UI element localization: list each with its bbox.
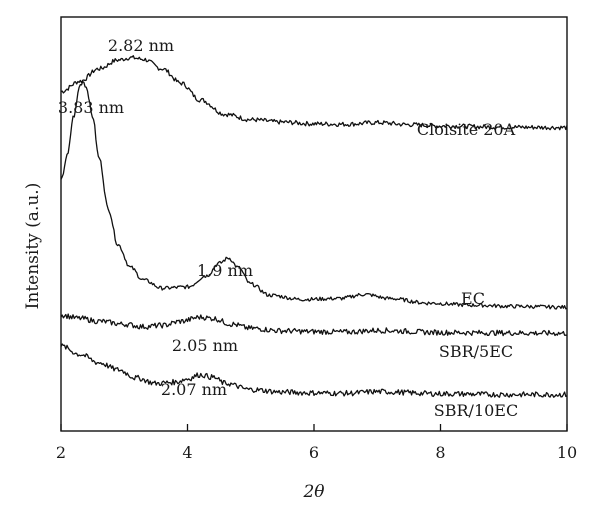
x-axis-ticks — [60, 424, 568, 431]
trace-ec — [60, 80, 568, 310]
x-axis-label: 2θ — [302, 482, 324, 502]
x-tick-label: 2 — [56, 443, 66, 462]
series-label-sbr5ec: SBR/5EC — [439, 342, 513, 361]
series-label-sbr10ec: SBR/10EC — [434, 401, 518, 420]
x-tick-label: 8 — [435, 443, 445, 462]
y-axis-label: Intensity (a.u.) — [23, 183, 43, 310]
plot-frame — [60, 16, 568, 432]
peak-label-sbr5ec: 2.05 nm — [172, 336, 238, 355]
series-label-ec: EC — [461, 289, 485, 308]
x-tick-label: 4 — [182, 443, 192, 462]
peak-label-ec-first: 3.83 nm — [58, 98, 124, 117]
trace-cloisite-20a — [60, 55, 568, 131]
trace-sbr-10ec — [60, 343, 568, 398]
series-traces — [60, 55, 568, 398]
x-axis-tick-labels: 2 4 6 8 10 — [56, 443, 577, 462]
peak-label-ec-second: 1.9 nm — [197, 261, 253, 280]
peak-label-cloisite: 2.82 nm — [108, 36, 174, 55]
peak-label-sbr10ec: 2.07 nm — [161, 380, 227, 399]
series-label-cloisite: Cloisite 20A — [417, 120, 516, 139]
x-tick-label: 6 — [309, 443, 319, 462]
x-tick-label: 10 — [557, 443, 577, 462]
trace-sbr-5ec — [60, 313, 568, 337]
